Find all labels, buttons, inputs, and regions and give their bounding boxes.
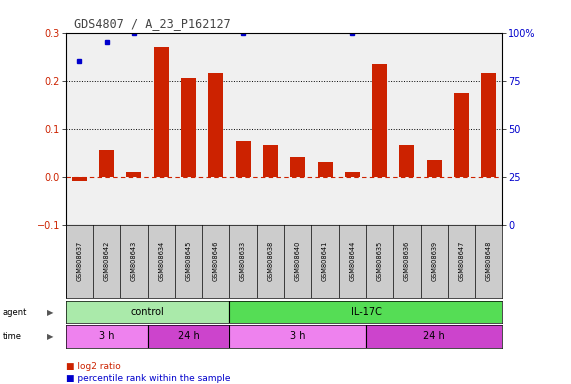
Bar bbox=[454, 93, 469, 177]
Text: GSM808648: GSM808648 bbox=[486, 241, 492, 281]
Text: ▶: ▶ bbox=[47, 308, 53, 317]
Bar bbox=[230, 325, 366, 348]
Text: GSM808644: GSM808644 bbox=[349, 241, 355, 281]
Text: ■ percentile rank within the sample: ■ percentile rank within the sample bbox=[66, 374, 230, 383]
Bar bbox=[147, 325, 230, 348]
Bar bbox=[154, 47, 168, 177]
Bar bbox=[208, 73, 223, 177]
Text: GSM808638: GSM808638 bbox=[267, 241, 274, 281]
Text: GSM808633: GSM808633 bbox=[240, 241, 246, 281]
Text: ▶: ▶ bbox=[47, 332, 53, 341]
Text: 3 h: 3 h bbox=[99, 331, 114, 341]
Text: GSM808646: GSM808646 bbox=[213, 241, 219, 281]
Text: GSM808639: GSM808639 bbox=[431, 241, 437, 281]
Text: GSM808637: GSM808637 bbox=[77, 241, 82, 281]
Text: time: time bbox=[3, 332, 22, 341]
Text: GSM808642: GSM808642 bbox=[103, 241, 110, 281]
Text: GSM808636: GSM808636 bbox=[404, 241, 410, 281]
Bar bbox=[366, 325, 502, 348]
Bar bbox=[126, 172, 142, 177]
Bar bbox=[481, 73, 496, 177]
Bar bbox=[290, 157, 305, 177]
Bar bbox=[230, 301, 502, 323]
Bar bbox=[400, 146, 415, 177]
Bar bbox=[372, 64, 387, 177]
Bar bbox=[427, 160, 442, 177]
Bar bbox=[317, 162, 332, 177]
Bar bbox=[345, 172, 360, 177]
Bar bbox=[66, 301, 230, 323]
Text: GSM808645: GSM808645 bbox=[186, 241, 191, 281]
Bar bbox=[99, 150, 114, 177]
Text: GSM808634: GSM808634 bbox=[158, 241, 164, 281]
Text: control: control bbox=[131, 307, 164, 317]
Bar bbox=[263, 146, 278, 177]
Bar bbox=[72, 177, 87, 182]
Bar bbox=[181, 78, 196, 177]
Text: IL-17C: IL-17C bbox=[351, 307, 381, 317]
Text: ■ log2 ratio: ■ log2 ratio bbox=[66, 362, 120, 371]
Text: 24 h: 24 h bbox=[178, 331, 199, 341]
Bar bbox=[66, 325, 147, 348]
Text: GSM808647: GSM808647 bbox=[459, 241, 465, 281]
Text: GDS4807 / A_23_P162127: GDS4807 / A_23_P162127 bbox=[74, 17, 231, 30]
Text: GSM808643: GSM808643 bbox=[131, 241, 137, 281]
Text: GSM808641: GSM808641 bbox=[322, 241, 328, 281]
Bar bbox=[236, 141, 251, 177]
Text: GSM808640: GSM808640 bbox=[295, 241, 301, 281]
Text: 3 h: 3 h bbox=[290, 331, 305, 341]
Text: 24 h: 24 h bbox=[423, 331, 445, 341]
Text: agent: agent bbox=[3, 308, 27, 317]
Text: GSM808635: GSM808635 bbox=[377, 241, 383, 281]
